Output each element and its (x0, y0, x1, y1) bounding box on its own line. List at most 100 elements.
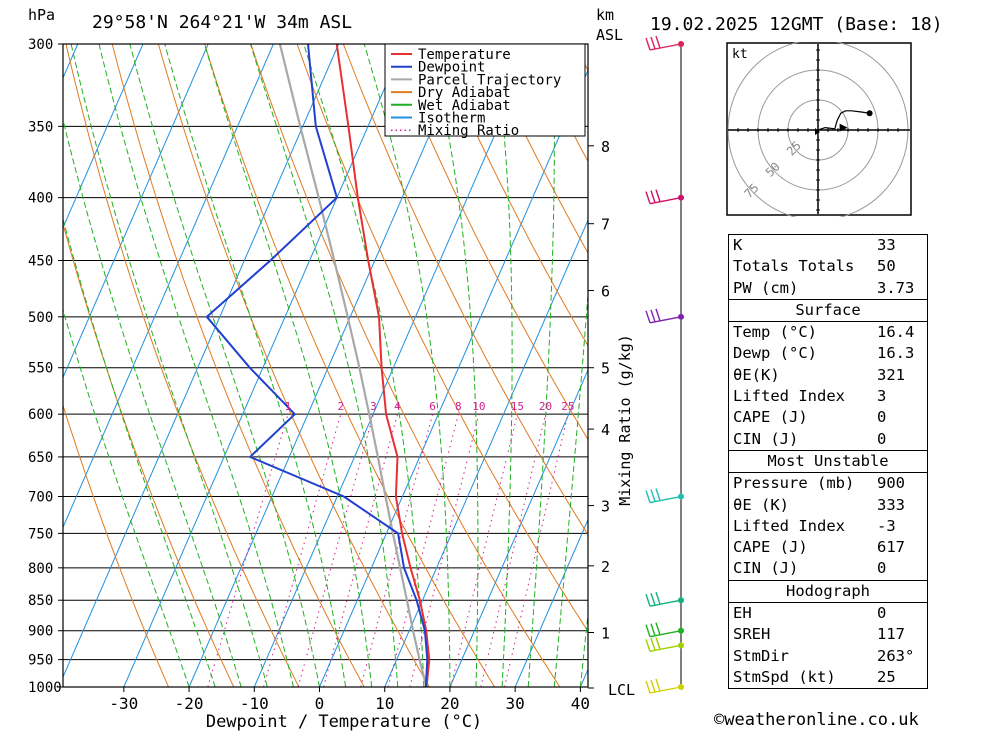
wet-adiabat-line (553, 287, 588, 687)
index-value: 3 (877, 387, 887, 406)
isotherm-line (579, 668, 588, 687)
height-tick-label: 5 (601, 360, 610, 378)
wet-adiabat-line (63, 117, 242, 687)
legend-label: Dewpoint (418, 60, 485, 76)
index-label: CIN (J) (733, 429, 799, 448)
index-row: CIN (J) 0 (729, 558, 928, 580)
index-value: 33 (877, 236, 896, 254)
wind-barb (645, 189, 682, 205)
mixing-ratio-label: 25 (561, 400, 574, 413)
temperature-tick-label: 40 (571, 694, 590, 713)
wet-adiabat-line (204, 44, 373, 687)
location-title: 29°58'N 264°21'W 34m ASL (92, 12, 352, 33)
index-row: Pressure (mb) 900 (729, 473, 928, 495)
temperature-tick-label: 30 (506, 694, 525, 713)
pressure-tick-label: 900 (28, 624, 53, 640)
index-value: 0 (877, 429, 887, 448)
wind-barb (645, 678, 682, 694)
dry-adiabat-line (111, 44, 365, 687)
isotherm-line (449, 368, 588, 687)
wind-barb (645, 35, 682, 51)
index-row: CAPE (J) 0 (729, 407, 928, 428)
surface-title: Surface (795, 300, 861, 319)
index-row: K 33 (729, 235, 928, 257)
height-tick-label: 4 (601, 421, 610, 439)
most-unstable-title: Most Unstable (767, 451, 889, 470)
indices-table: K 33 Totals Totals 50 PW (cm) 3.73 Surface Te… (728, 234, 928, 689)
general-indices: K 33 Totals Totals 50 PW (cm) 3.73 (728, 234, 928, 300)
storm-motion-marker (839, 123, 848, 132)
most-unstable-section: Most Unstable (728, 450, 928, 473)
temperature-tick-label: 20 (440, 694, 459, 713)
mixing-ratio-axis-title: Mixing Ratio (g/kg) (616, 334, 634, 506)
index-row: StmSpd (kt) 25 (729, 667, 928, 689)
hodograph-trace (817, 110, 870, 131)
index-label: Pressure (mb) (733, 474, 855, 493)
temperature-axis: -30 -20 -10 0 10 20 30 40 (109, 687, 590, 713)
wet-adiabat-line (579, 609, 588, 687)
datetime-label: 19.02.2025 12GMT (Base: 18) (650, 14, 943, 35)
mixing-ratio-label: 6 (429, 400, 436, 413)
dry-adiabat-line (63, 403, 169, 687)
pressure-unit-label: hPa (28, 6, 55, 24)
legend-label: Mixing Ratio (418, 123, 519, 139)
index-row: StmDir 263° (729, 646, 928, 667)
index-label: StmDir (733, 646, 789, 665)
isotherm-line (0, 44, 13, 687)
header: hPa 29°58'N 264°21'W 34m ASL km ASL 19.0… (28, 6, 943, 40)
dry-adiabat-line (342, 44, 588, 536)
wind-barbs (645, 35, 684, 694)
temperature-tick-label: -30 (109, 694, 138, 713)
isotherm-line (63, 44, 274, 529)
wet-adiabat-line (98, 44, 294, 687)
index-value: 25 (877, 667, 896, 686)
temperature-line (335, 44, 431, 687)
mixing-ratio-label: 1 (285, 400, 292, 413)
index-value: 117 (877, 625, 905, 644)
mixing-ratio-line (323, 414, 398, 687)
asl-unit-label: ASL (596, 26, 623, 40)
wind-barb (645, 591, 682, 607)
pressure-tick-label: 650 (28, 450, 53, 466)
index-label: θE(K) (733, 365, 780, 384)
dry-adiabat-line (527, 44, 588, 163)
isotherm-line (63, 44, 144, 229)
hodograph-title: Hodograph (786, 581, 870, 600)
hodograph-origin-marker (815, 128, 820, 135)
isotherm-line (253, 44, 535, 687)
wet-adiabat-line (250, 44, 399, 687)
mixing-ratio-line (387, 414, 459, 687)
index-label: K (733, 236, 743, 254)
parcel-trajectory-line (278, 44, 428, 687)
wet-adiabat-line (363, 44, 451, 687)
index-row: CAPE (J) 617 (729, 537, 928, 558)
index-row: θE (K) 333 (729, 495, 928, 516)
legend-label: Parcel Trajectory (418, 72, 561, 88)
wet-adiabat-line (63, 307, 190, 687)
pressure-axis: 300 350 400 450 500 550 600 650 700 750 800 850 900 9… (28, 37, 63, 696)
mixing-ratio-label: 10 (472, 400, 485, 413)
legend-box (384, 43, 586, 137)
index-label: Lifted Index (733, 516, 845, 535)
mixing-ratio-label: 8 (455, 400, 462, 413)
wet-adiabat-line (493, 44, 513, 687)
mixing-ratio-label: 20 (539, 400, 552, 413)
index-label: Totals Totals (733, 257, 855, 276)
wet-adiabat-line (129, 44, 320, 687)
pressure-tick-label: 1000 (28, 680, 62, 696)
hodograph-section: Hodograph (728, 580, 928, 603)
wet-adiabat-line (70, 44, 268, 687)
legend-label: Temperature (418, 47, 511, 63)
index-row: Temp (°C) 16.4 (729, 322, 928, 344)
mixing-ratio-line (480, 414, 547, 687)
index-label: SREH (733, 625, 771, 644)
index-label: CIN (J) (733, 559, 799, 578)
dry-adiabat-line (204, 44, 496, 687)
isotherm-line (63, 44, 209, 379)
index-value: 333 (877, 495, 905, 514)
index-row: SREH 117 (729, 624, 928, 645)
dry-adiabat-line (250, 44, 561, 687)
mixing-ratio-label: 3 (370, 400, 377, 413)
x-axis-title: Dewpoint / Temperature (°C) (206, 712, 482, 732)
lcl-label: LCL (608, 681, 635, 699)
